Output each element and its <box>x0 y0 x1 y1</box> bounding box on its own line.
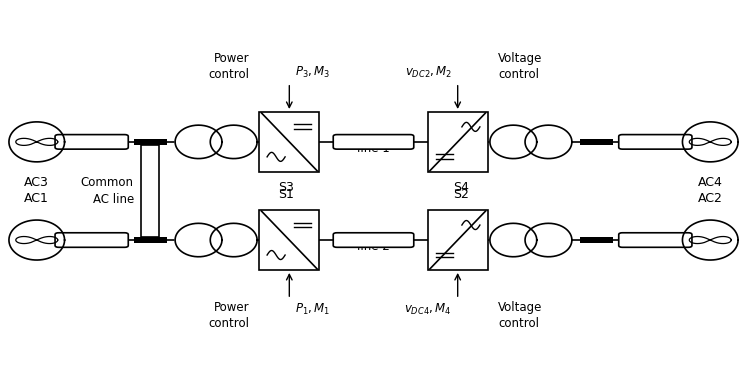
Text: Power
control: Power control <box>208 52 249 81</box>
Text: AC1: AC1 <box>25 193 49 206</box>
FancyBboxPatch shape <box>55 135 128 149</box>
Bar <box>428 210 488 270</box>
Polygon shape <box>210 125 257 158</box>
Polygon shape <box>683 220 738 260</box>
Text: Voltage
control: Voltage control <box>498 301 542 330</box>
Text: $P_1, M_1$: $P_1, M_1$ <box>295 302 330 317</box>
Text: Power
control: Power control <box>208 301 249 330</box>
Polygon shape <box>175 125 222 158</box>
Text: $v_{DC2}, M_2$: $v_{DC2}, M_2$ <box>405 65 452 80</box>
Bar <box>259 112 319 172</box>
Bar <box>134 139 167 145</box>
Text: AC2: AC2 <box>698 193 722 206</box>
Bar <box>141 145 159 237</box>
FancyBboxPatch shape <box>619 233 692 247</box>
Bar <box>428 112 488 172</box>
Text: AC3: AC3 <box>25 177 49 190</box>
Text: line 2: line 2 <box>357 240 390 253</box>
Polygon shape <box>525 125 572 158</box>
FancyBboxPatch shape <box>619 135 692 149</box>
Bar <box>134 237 167 243</box>
Polygon shape <box>9 220 64 260</box>
Text: HVDC: HVDC <box>356 232 391 245</box>
Polygon shape <box>9 122 64 162</box>
FancyBboxPatch shape <box>333 233 414 247</box>
Polygon shape <box>490 125 537 158</box>
Bar <box>259 210 319 270</box>
Text: $v_{DC4}, M_4$: $v_{DC4}, M_4$ <box>404 302 452 317</box>
Polygon shape <box>525 223 572 257</box>
Text: HVDC: HVDC <box>356 134 391 147</box>
Text: line 1: line 1 <box>357 142 390 155</box>
Polygon shape <box>210 223 257 257</box>
Text: S1: S1 <box>278 188 294 201</box>
Text: S4: S4 <box>453 181 469 194</box>
Polygon shape <box>683 122 738 162</box>
Text: AC4: AC4 <box>698 177 722 190</box>
Bar <box>580 139 613 145</box>
Text: S2: S2 <box>453 188 469 201</box>
Text: Voltage
control: Voltage control <box>498 52 542 81</box>
Text: $P_3, M_3$: $P_3, M_3$ <box>295 65 330 80</box>
Bar <box>580 237 613 243</box>
FancyBboxPatch shape <box>55 233 128 247</box>
Text: S3: S3 <box>278 181 294 194</box>
FancyBboxPatch shape <box>333 135 414 149</box>
Text: Common
AC line: Common AC line <box>81 176 134 206</box>
Polygon shape <box>490 223 537 257</box>
Polygon shape <box>175 223 222 257</box>
